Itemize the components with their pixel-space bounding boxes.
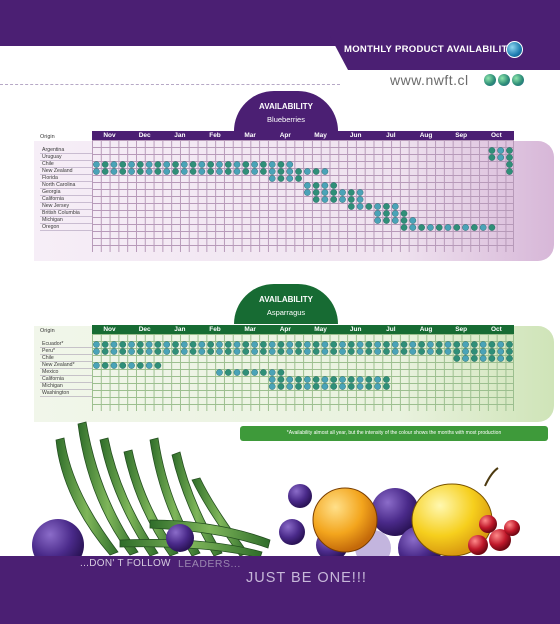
blueberries-grid	[92, 140, 514, 252]
product-name: Blueberries	[267, 115, 305, 124]
blueberries-heading: AVAILABILITY Blueberries	[234, 91, 338, 131]
availability-label: AVAILABILITY	[259, 102, 313, 111]
month-label: Jan	[174, 326, 186, 333]
month-label: Feb	[209, 326, 221, 333]
origin-label: Washington	[40, 390, 92, 397]
month-label: Jul	[386, 326, 396, 333]
citrus-fruits	[312, 467, 499, 557]
month-label: Dec	[138, 326, 151, 333]
availability-note: *Availability almost all year, but the i…	[240, 426, 548, 441]
month-label: Oct	[490, 326, 502, 333]
globe-icon	[498, 74, 510, 86]
origin-label: New Zealand	[40, 168, 92, 175]
month-label: May	[314, 132, 327, 139]
month-label: Nov	[103, 326, 116, 333]
month-label: Nov	[103, 132, 116, 139]
asparagus-heading: AVAILABILITY Asparragus	[234, 284, 338, 324]
month-label: Jul	[386, 132, 396, 139]
footer-band	[0, 556, 560, 624]
origin-label: New Zealand*	[40, 362, 92, 369]
month-label: Jan	[174, 132, 186, 139]
origin-label: Mexico	[40, 369, 92, 376]
month-label: Apr	[279, 132, 291, 139]
origin-label: Michigan	[40, 383, 92, 390]
asparagus-origin-list: Ecuador* Peru* Chile New Zealand* Mexico Cali…	[40, 341, 92, 397]
website-link[interactable]: www.nwft.cl	[390, 72, 469, 88]
month-label: Oct	[490, 132, 502, 139]
origin-label: North Carolina	[40, 182, 92, 189]
availability-label: AVAILABILITY	[259, 295, 313, 304]
page-title: MONTHLY PRODUCT AVAILABILITY	[344, 44, 515, 55]
month-label: May	[314, 326, 327, 333]
asparagus-grid	[92, 334, 514, 411]
month-label: Apr	[279, 326, 291, 333]
asparagus-month-header: Nov Dec Jan Feb Mar Apr May Jun Jul Aug Sep Oct	[92, 325, 514, 334]
month-label: Aug	[419, 326, 433, 333]
month-label: Jun	[349, 132, 362, 139]
slogan-part-2: LEADERS...	[178, 558, 241, 570]
globe-icon	[484, 74, 496, 86]
origin-label: Chile	[40, 355, 92, 362]
month-label: Jun	[349, 326, 362, 333]
product-name: Asparragus	[266, 308, 306, 317]
cherries-cluster	[468, 515, 520, 555]
origin-label: New Jersey	[40, 203, 92, 210]
origin-header: Origin	[40, 134, 55, 140]
origin-label: California	[40, 376, 92, 383]
month-label: Dec	[138, 132, 151, 139]
dashed-divider	[0, 84, 340, 85]
asparagus-spears	[55, 421, 271, 559]
blueberries-month-header: Nov Dec Jan Feb Mar Apr May Jun Jul Aug Sep Oct	[92, 131, 514, 140]
origin-label: Florida	[40, 175, 92, 182]
origin-label: Georgia	[40, 189, 92, 196]
month-label: Sep	[455, 132, 468, 139]
origin-label: Oregon	[40, 224, 92, 231]
slogan-part-1: ...DON' T FOLLOW	[80, 558, 171, 569]
origin-label: Uruguay	[40, 154, 92, 161]
origin-label: Peru*	[40, 348, 92, 355]
month-label: Feb	[209, 132, 221, 139]
origin-label: Argentina	[40, 147, 92, 154]
origin-label: Chile	[40, 161, 92, 168]
month-label: Mar	[244, 132, 256, 139]
slogan-part-3: JUST BE ONE!!!	[246, 570, 367, 586]
globe-icon	[512, 74, 524, 86]
month-label: Sep	[455, 326, 468, 333]
origin-header: Origin	[40, 328, 55, 334]
origin-label: California	[40, 196, 92, 203]
origin-label: British Columbia	[40, 210, 92, 217]
blueberries-origin-list: Argentina Uruguay Chile New Zealand Florida N…	[40, 147, 92, 231]
origin-label: Ecuador*	[40, 341, 92, 348]
month-label: Aug	[419, 132, 433, 139]
globe-icon	[506, 41, 523, 58]
origin-label: Michigan	[40, 217, 92, 224]
month-label: Mar	[244, 326, 256, 333]
